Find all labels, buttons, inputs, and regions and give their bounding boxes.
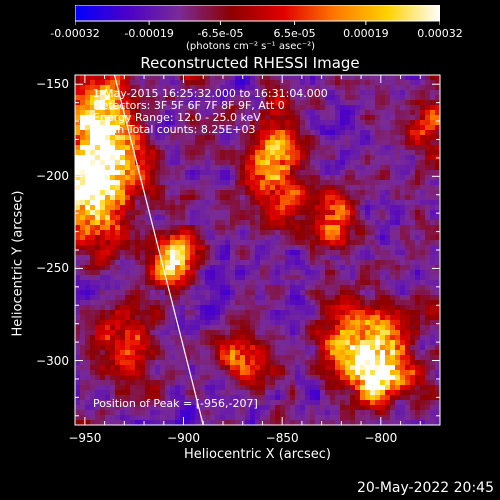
info-clean-counts: Clean Total counts: 8.25E+03 [93, 123, 256, 136]
colorbar-unit-label: (photons cm⁻² s⁻¹ asec⁻²) [186, 41, 316, 52]
y-tick-label: −150 [36, 77, 69, 92]
y-tick-label: −200 [36, 169, 69, 184]
info-energy-range: Energy Range: 12.0 - 25.0 keV [93, 111, 261, 124]
colorbar-ticks [75, 21, 440, 25]
x-tick-label: −900 [167, 431, 200, 445]
info-time-range: 1-May-2015 16:25:32.000 to 16:31:04.000 [93, 87, 328, 100]
colorbar-tick-label: -6.5e-05 [197, 27, 244, 40]
colorbar-tick-label: -0.00019 [124, 27, 174, 40]
colorbar-tick-label: 6.5e-05 [273, 27, 316, 40]
colorbar-tick-label: 0.00019 [343, 27, 389, 40]
colorbar-tick-label: 0.00032 [417, 27, 463, 40]
info-peak-position: Position of Peak = [-956,-207] [93, 397, 258, 410]
colorbar-gradient [75, 5, 440, 22]
limb-line [113, 75, 204, 425]
y-axis-label: Heliocentric Y (arcsec) [10, 190, 26, 337]
colorbar [75, 5, 440, 25]
footer-date: 20-May-2022 20:45 [356, 480, 494, 496]
chart-title: Reconstructed RHESSI Image [140, 54, 360, 72]
x-tick-label: −850 [265, 431, 299, 445]
x-axis-label: Heliocentric X (arcsec) [184, 447, 331, 462]
heatmap-cells [75, 75, 440, 425]
x-tick-label: −800 [364, 431, 398, 445]
info-detectors: Detectors: 3F 5F 6F 7F 8F 9F, Att 0 [93, 99, 285, 112]
y-tick-label: −300 [36, 353, 69, 368]
y-tick-label: −250 [36, 261, 69, 276]
colorbar-tick-label: -0.00032 [50, 27, 100, 40]
axis-ticks [75, 75, 441, 425]
x-tick-label: −950 [68, 431, 102, 445]
